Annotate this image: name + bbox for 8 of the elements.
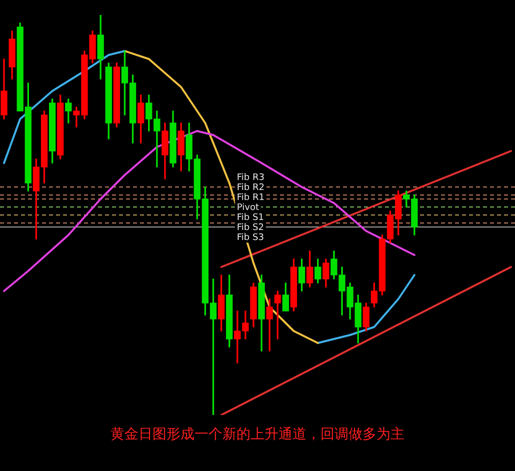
ref-line-label: Fib R3 <box>236 172 264 183</box>
ref-line-label: Fib R2 <box>236 182 264 193</box>
text: 黄金日图形成一个新的上升通道，回调做多为主 <box>110 426 404 443</box>
ref-line-label: Pivot <box>236 202 260 213</box>
ref-line-label: Fib R1 <box>236 192 264 203</box>
ref-line-label: Fib S3 <box>236 232 264 243</box>
ref-line-label: Fib S2 <box>236 222 264 233</box>
ref-line-label: Fib S1 <box>236 212 264 223</box>
